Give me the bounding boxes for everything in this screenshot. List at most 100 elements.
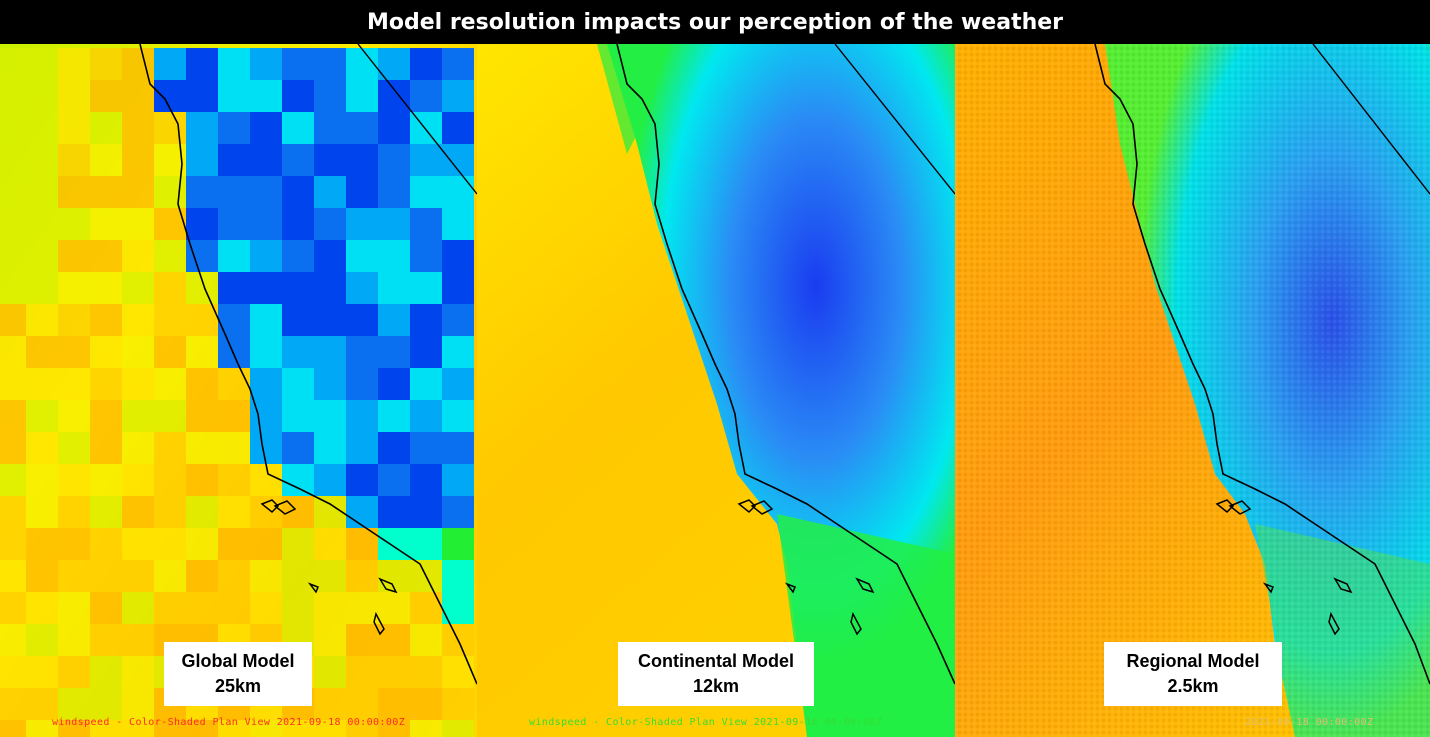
grid-cell [282,528,314,560]
grid-cell [378,176,410,208]
global-model-map [0,44,477,737]
grid-cell [346,560,378,592]
grid-cell [314,272,346,304]
grid-cell [26,112,58,144]
grid-cell [218,528,250,560]
continental-model-label: Continental Model 12km [618,642,814,706]
grid-cell [314,720,346,737]
grid-cell [282,240,314,272]
grid-cell [314,688,346,720]
grid-cell [314,176,346,208]
grid-cell [378,688,410,720]
model-name: Regional Model [1126,651,1260,671]
grid-cell [122,176,154,208]
grid-cell [26,400,58,432]
model-name: Global Model [181,651,295,671]
grid-cell [218,240,250,272]
channel-islands [1215,499,1252,515]
grid-cell [186,528,218,560]
global-model-panel: Global Model 25km windspeed - Color-Shad… [0,44,477,737]
grid-cell [154,368,186,400]
grid-cell [26,176,58,208]
grid-cell [282,368,314,400]
grid-cell [58,272,90,304]
grid-cell [154,720,186,737]
grid-cell [26,592,58,624]
grid-cell [0,208,26,240]
grid-cell [314,656,346,688]
grid-cell [58,368,90,400]
grid-cell [410,144,442,176]
grid-cell [442,208,474,240]
grid-cell [442,656,474,688]
grid-cell [250,336,282,368]
grid-cell [346,624,378,656]
grid-cell [282,592,314,624]
grid-cell [122,336,154,368]
grid-cell [218,592,250,624]
grid-cell [218,272,250,304]
grid-cell [442,368,474,400]
grid-cell [218,48,250,80]
grid-cell [442,720,474,737]
grid-cell [250,592,282,624]
grid-cell [282,48,314,80]
grid-cell [58,464,90,496]
grid-cell [122,400,154,432]
grid-cell [250,496,282,528]
grid-cell [410,176,442,208]
grid-cell [218,400,250,432]
grid-cell [58,720,90,737]
grid-cell [410,48,442,80]
grid-cell [442,400,474,432]
grid-cell [0,624,26,656]
grid-cell [218,368,250,400]
grid-cell [218,720,250,737]
grid-cell [410,432,442,464]
grid-cell [122,464,154,496]
grid-cell [250,112,282,144]
grid-cell [346,240,378,272]
grid-cell [346,336,378,368]
grid-cell [346,432,378,464]
grid-cell [378,144,410,176]
grid-cell [0,656,26,688]
grid-cell [410,720,442,737]
grid-cell [378,400,410,432]
grid-cell [378,112,410,144]
grid-cell [250,432,282,464]
grid-cell [58,144,90,176]
grid-cell [218,464,250,496]
grid-cell [186,272,218,304]
grid-cell [282,720,314,737]
grid-cell [90,336,122,368]
channel-islands [737,499,774,515]
grid-cell [314,240,346,272]
grid-cell [218,496,250,528]
grid-cell [58,336,90,368]
grid-cell [186,496,218,528]
grid-cell [154,240,186,272]
grid-cell [410,528,442,560]
grid-cell [122,720,154,737]
grid-cell [0,80,26,112]
grid-cell [186,400,218,432]
grid-cell [58,48,90,80]
grid-cell [378,272,410,304]
grid-cell [26,656,58,688]
grid-cell [90,304,122,336]
grid-cell [154,592,186,624]
coastline [139,44,477,685]
grid-cell [58,208,90,240]
grid-cell [186,112,218,144]
grid-cell [410,688,442,720]
grid-cell [250,560,282,592]
grid-cell [186,304,218,336]
grid-cell [218,112,250,144]
grid-cell [346,656,378,688]
grid-cell [90,368,122,400]
grid-cell [154,432,186,464]
grid-cell [0,496,26,528]
grid-cell [250,368,282,400]
grid-cell [218,176,250,208]
